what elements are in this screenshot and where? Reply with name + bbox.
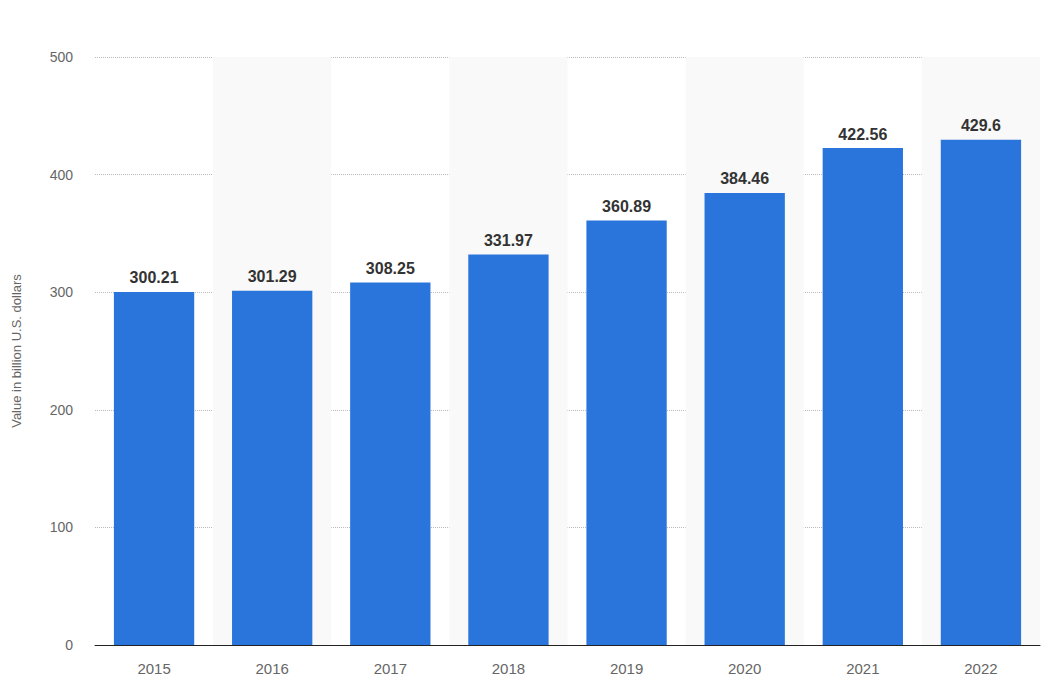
svg-text:308.25: 308.25 [366, 260, 415, 277]
svg-text:384.46: 384.46 [720, 170, 769, 187]
svg-text:2020: 2020 [728, 660, 761, 677]
svg-text:2018: 2018 [492, 660, 525, 677]
svg-text:300.21: 300.21 [130, 269, 179, 286]
svg-text:2015: 2015 [137, 660, 170, 677]
svg-text:0: 0 [65, 637, 73, 653]
svg-text:400: 400 [50, 167, 74, 183]
svg-text:2017: 2017 [374, 660, 407, 677]
svg-text:2022: 2022 [964, 660, 997, 677]
svg-text:331.97: 331.97 [484, 232, 533, 249]
svg-text:100: 100 [50, 519, 74, 535]
svg-text:500: 500 [50, 49, 74, 65]
svg-text:Value in billion U.S. dollars: Value in billion U.S. dollars [9, 274, 24, 428]
svg-text:2021: 2021 [846, 660, 879, 677]
svg-text:429.6: 429.6 [961, 117, 1001, 134]
svg-text:301.29: 301.29 [248, 268, 297, 285]
svg-text:200: 200 [50, 402, 74, 418]
svg-text:2019: 2019 [610, 660, 643, 677]
svg-text:360.89: 360.89 [602, 198, 651, 215]
svg-text:422.56: 422.56 [838, 126, 887, 143]
svg-text:2016: 2016 [256, 660, 289, 677]
svg-text:300: 300 [50, 284, 74, 300]
